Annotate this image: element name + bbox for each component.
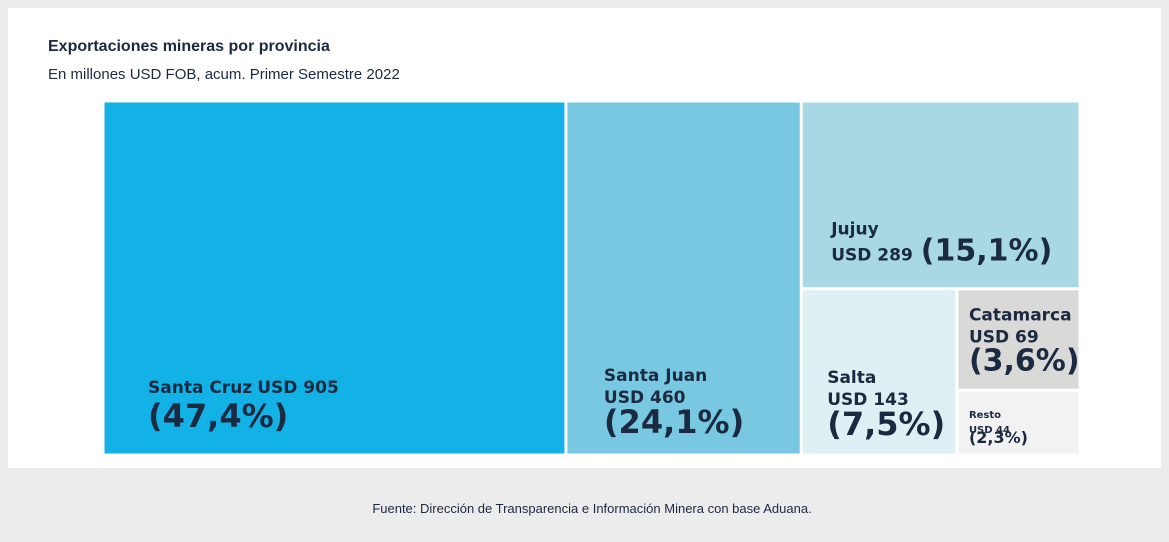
treemap-tile xyxy=(567,102,800,454)
treemap-tile xyxy=(958,391,1079,454)
chart-subtitle: En millones USD FOB, acum. Primer Semest… xyxy=(48,66,400,83)
value-label: USD 69 xyxy=(969,327,1039,347)
share-label: (3,6%) xyxy=(969,343,1080,378)
value-label: USD 460 xyxy=(604,388,686,408)
source-note: Fuente: Dirección de Transparencia e Inf… xyxy=(372,501,811,516)
chart-title: Exportaciones mineras por provincia xyxy=(48,38,330,55)
treemap-tile xyxy=(802,290,956,454)
share-label: (2,3%) xyxy=(969,428,1028,447)
value-label: USD 143 xyxy=(827,390,909,410)
value-label: USD 905 xyxy=(257,378,339,398)
share-label: (7,5%) xyxy=(827,405,945,443)
treemap-tile xyxy=(802,102,1079,288)
share-label: (15,1%) xyxy=(921,234,1053,269)
category-label: Catamarca xyxy=(969,305,1072,325)
category-label: Santa Cruz xyxy=(148,378,252,398)
share-label: (24,1%) xyxy=(604,403,744,441)
value-label: USD 44 xyxy=(969,425,1010,436)
share-label: (47,4%) xyxy=(148,397,288,435)
category-label: Jujuy xyxy=(830,220,878,240)
treemap-tile xyxy=(958,290,1079,389)
category-label: Santa Juan xyxy=(604,366,707,386)
category-label: Resto xyxy=(969,410,1001,421)
category-label: Salta xyxy=(827,368,876,388)
value-label: USD 289 xyxy=(831,246,913,266)
treemap-tile xyxy=(104,102,565,454)
